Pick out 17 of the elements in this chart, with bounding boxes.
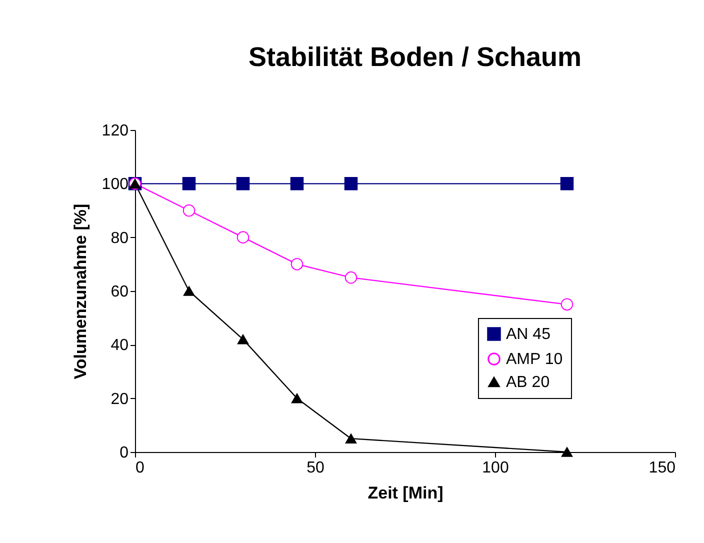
y-tick-label: 40: [110, 337, 129, 354]
legend-label: AN 45: [506, 326, 551, 343]
y-tick-label: 0: [120, 444, 129, 462]
x-axis-title: Zeit [Min]: [368, 484, 444, 502]
legend-label: AMP 10: [506, 351, 563, 368]
legend-label: AB 20: [506, 374, 550, 391]
y-tick-label: 60: [110, 284, 129, 300]
x-tick-label: 100: [482, 460, 509, 476]
x-tick-label: 50: [306, 460, 324, 476]
x-tick-label: 150: [648, 460, 676, 476]
y-tick-label: 120: [102, 122, 129, 140]
x-tick-label: 0: [136, 460, 144, 476]
y-tick-label: 80: [110, 230, 129, 247]
y-axis-title: Volumenzunahme [%]: [70, 204, 90, 380]
chart-title: Stabilität Boden / Schaum: [248, 42, 582, 72]
y-tick-label: 100: [102, 176, 129, 194]
y-tick-label: 20: [110, 390, 129, 408]
